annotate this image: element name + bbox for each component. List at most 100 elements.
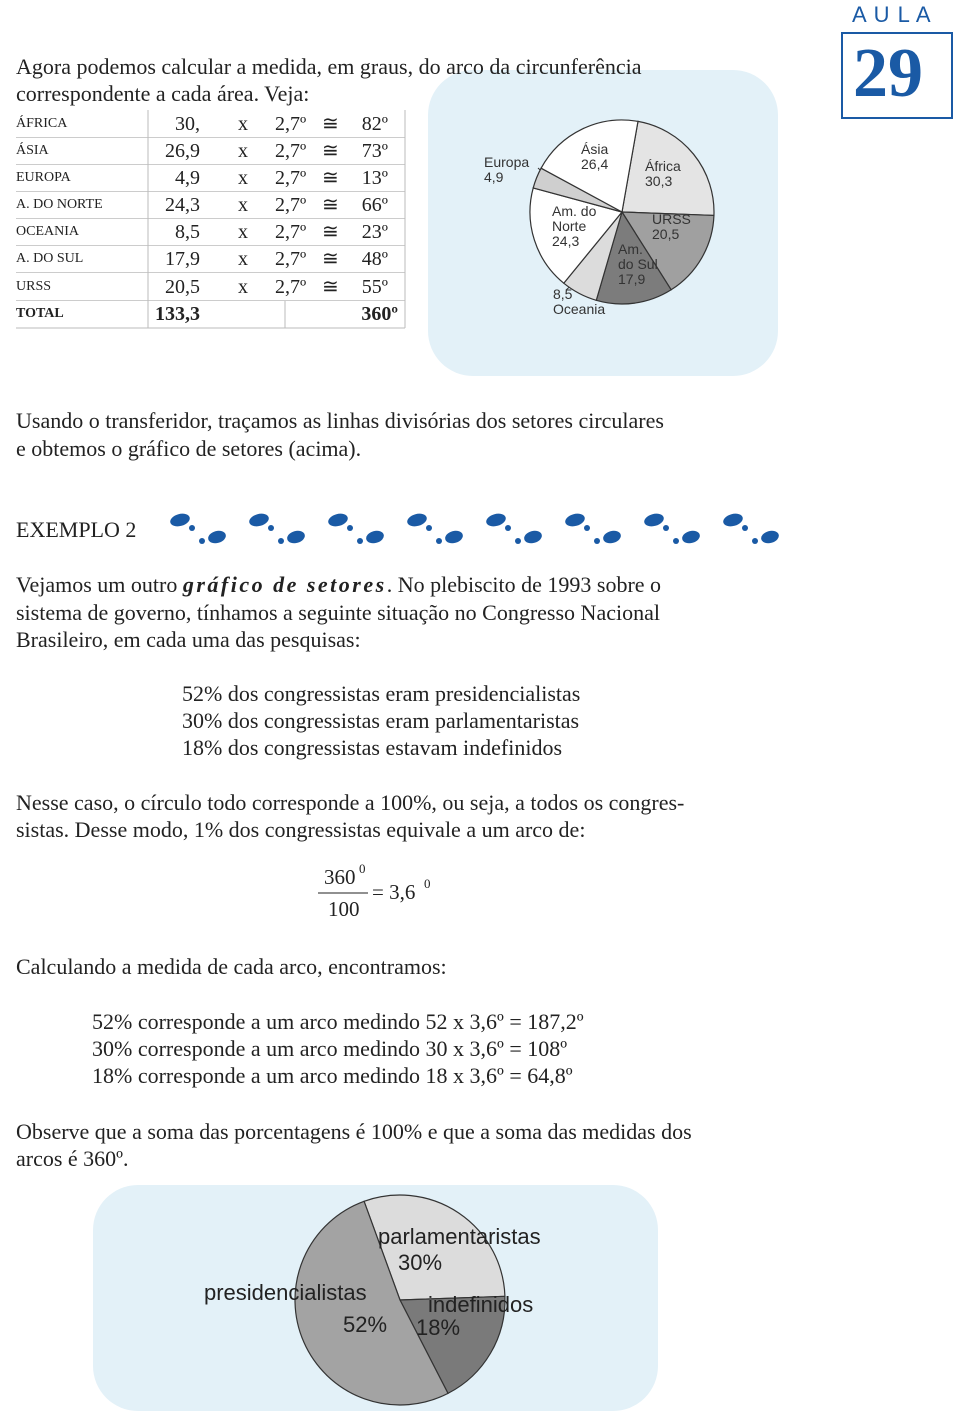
decoration: [328, 513, 348, 527]
pie-slice: [363, 1194, 506, 1301]
table-cell: 13º: [361, 167, 388, 189]
row-label: ÁFRICA: [16, 116, 68, 131]
value-label: 52%: [343, 1312, 388, 1337]
table-cell: 30,: [175, 113, 200, 135]
decoration: [761, 530, 779, 544]
decoration: [565, 513, 585, 527]
decoration: [723, 513, 743, 527]
table-cell: x: [238, 194, 248, 216]
decoration: [663, 525, 669, 531]
value-label: 24,3: [552, 233, 580, 249]
lesson-label: A U L A: [852, 2, 932, 27]
table-cell: ≅: [322, 140, 339, 162]
paragraph-line: e obtemos o gráfico de setores (acima).: [16, 436, 362, 461]
category-label: África: [645, 158, 681, 174]
decoration: [505, 525, 511, 531]
paragraph-line: correspondente a cada área. Veja:: [16, 81, 310, 106]
slice-label: Am. do Norte 24,3: [552, 204, 602, 249]
list-item: 30% dos congressistas eram parlamentaris…: [182, 708, 580, 733]
paragraph-line: sistema de governo, tínhamos a seguinte …: [16, 600, 660, 625]
table-cell: 82º: [361, 113, 388, 135]
row-label: URSS: [16, 279, 52, 294]
section-title: EXEMPLO 2: [16, 517, 137, 542]
decoration: [278, 538, 284, 544]
decoration: [603, 530, 621, 544]
table-cell: 73º: [361, 140, 388, 162]
table-cell: 360º: [361, 303, 398, 325]
decoration: [170, 513, 190, 527]
emphasis: gráfico de setores: [182, 572, 387, 597]
table-cell: x: [238, 167, 248, 189]
pie-slice: [595, 210, 672, 305]
paragraph-line: Observe que a soma das porcentagens é 10…: [16, 1119, 692, 1144]
paragraph-line: Agora podemos calcular a medida, em grau…: [16, 54, 642, 79]
decoration: [742, 525, 748, 531]
table-cell: 66º: [361, 194, 388, 216]
pie-slice: [620, 211, 715, 291]
value-label: 20,5: [652, 226, 680, 242]
decoration: [347, 525, 353, 531]
table-cell: ≅: [322, 276, 339, 298]
decoration: [644, 513, 664, 527]
pie-slice: [529, 187, 624, 285]
decoration: [445, 530, 463, 544]
decoration: [268, 525, 274, 531]
slice-label: Europa 4,9: [484, 155, 544, 185]
row-label: TOTAL: [16, 306, 64, 321]
decoration: [287, 530, 305, 544]
value-label: 8,5: [553, 286, 573, 302]
decoration: [249, 513, 269, 527]
table-cell: 2,7º: [275, 140, 307, 162]
slice-label: URSS 20,5: [652, 212, 712, 242]
decoration: [426, 525, 432, 531]
text-span: . No plebiscito de 1993 sobre o: [386, 572, 662, 597]
table-cell: 24,3: [165, 194, 200, 216]
table-cell: 4,9: [175, 167, 200, 189]
table-cell: ≅: [322, 194, 339, 216]
row-label: OCEANIA: [16, 224, 79, 239]
table-cell: ≅: [322, 221, 339, 243]
decoration: [436, 538, 442, 544]
list-item: 18% corresponde a um arco medindo 18 x 3…: [92, 1063, 573, 1088]
fraction-result: = 3,6: [372, 880, 416, 904]
row-label: EUROPA: [16, 170, 71, 185]
category-label: URSS: [652, 211, 691, 227]
decoration: [584, 525, 590, 531]
table-cell: ≅: [322, 113, 339, 135]
paragraph-line: Vejamos um outro gráfico de setores. No …: [16, 571, 661, 599]
table-cell: 8,5: [175, 221, 200, 243]
category-label: Am. do Sul: [618, 241, 658, 272]
decoration: [682, 530, 700, 544]
pie-slice: [399, 1295, 506, 1395]
category-label: parlamentaristas: [378, 1224, 541, 1249]
table-cell: 2,7º: [275, 276, 307, 298]
table-cell: 2,7º: [275, 248, 307, 270]
list-item: 52% corresponde a um arco medindo 52 x 3…: [92, 1009, 584, 1034]
text-span: Vejamos um outro: [16, 572, 183, 597]
table-cell: 26,9: [165, 140, 200, 162]
row-label: A. DO NORTE: [16, 197, 103, 212]
pie-slice: [294, 1200, 449, 1406]
pie-slice: [540, 119, 639, 213]
paragraph-line: Calculando a medida de cada arco, encont…: [16, 954, 447, 979]
decoration: [199, 538, 205, 544]
decoration: [208, 530, 226, 544]
row-label: A. DO SUL: [16, 251, 84, 266]
decoration: [357, 538, 363, 544]
table-cell: x: [238, 248, 248, 270]
decoration: [486, 513, 506, 527]
superscript: 0: [424, 876, 431, 891]
paragraph-line: sistas. Desse modo, 1% dos congressistas…: [16, 817, 586, 842]
table-cell: 2,7º: [275, 194, 307, 216]
pie-slice: [621, 120, 715, 217]
table-cell: ≅: [322, 248, 339, 270]
table-cell: 2,7º: [275, 167, 307, 189]
lesson-box: [841, 32, 953, 119]
value-label: 18%: [416, 1315, 461, 1340]
decoration: [752, 538, 758, 544]
category-label: indefinidos: [428, 1292, 534, 1317]
lesson-number: 29: [853, 35, 923, 112]
slice-label: Ásia 26,4: [581, 142, 641, 172]
